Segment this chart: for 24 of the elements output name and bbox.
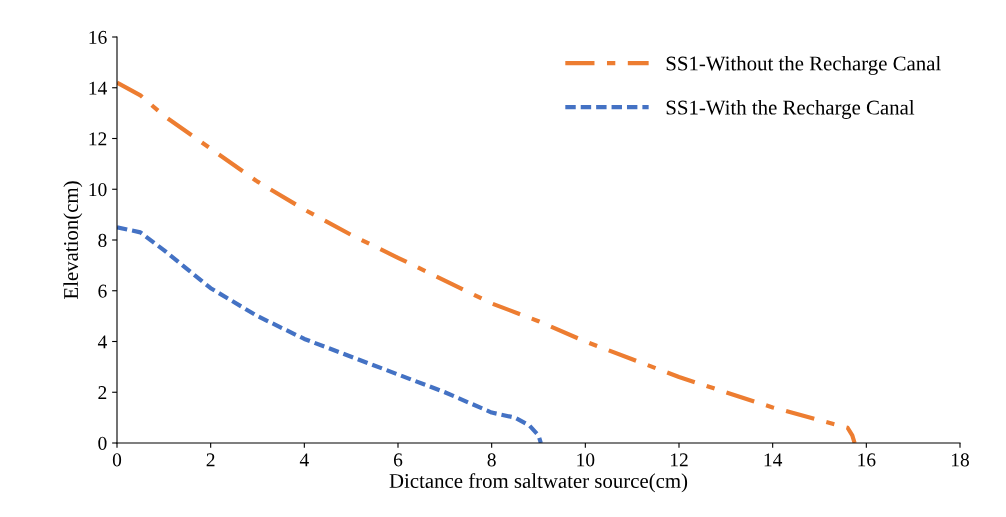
- x-tick-label: 10: [577, 453, 595, 467]
- y-tick-label: 0: [98, 436, 107, 450]
- y-tick-label: 6: [98, 284, 107, 298]
- x-tick-label: 2: [206, 453, 215, 467]
- line-series: [117, 225, 543, 443]
- x-tick-label: 6: [393, 453, 403, 467]
- x-axis-title: Dictance from saltwater source(cm): [389, 473, 688, 493]
- x-tick-label: 16: [858, 453, 876, 467]
- x-tick-label: 18: [951, 453, 969, 467]
- legend-label: SS1-With the Recharge Canal: [666, 99, 915, 119]
- y-tick-label: 14: [89, 81, 107, 95]
- x-tick-label: 14: [764, 453, 783, 467]
- y-tick-label: 10: [89, 183, 107, 197]
- y-tick-label: 8: [98, 233, 107, 247]
- x-tick-label: 4: [299, 453, 309, 467]
- y-tick-label: 4: [97, 335, 107, 349]
- x-tick-label: 8: [487, 453, 496, 467]
- y-tick-label: 2: [98, 386, 107, 399]
- y-tick-label: 12: [89, 132, 107, 146]
- y-tick-label: 16: [89, 30, 107, 44]
- y-axis-title: Elevation(cm): [63, 181, 83, 299]
- x-tick-label: 12: [670, 453, 688, 467]
- x-tick-label: 0: [112, 453, 122, 467]
- legend-label: SS1-Without the Recharge Canal: [666, 55, 941, 75]
